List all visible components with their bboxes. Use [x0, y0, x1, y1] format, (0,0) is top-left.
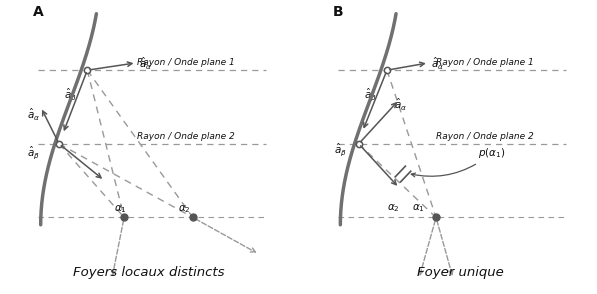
- Text: $\hat{a}_\alpha$: $\hat{a}_\alpha$: [395, 97, 408, 113]
- Text: A: A: [33, 5, 44, 19]
- Text: Foyer unique: Foyer unique: [417, 266, 504, 279]
- Text: $\alpha_1$: $\alpha_1$: [411, 202, 424, 214]
- Text: $\alpha_2$: $\alpha_2$: [178, 203, 191, 215]
- Text: Rayon / Onde plane 1: Rayon / Onde plane 1: [137, 58, 235, 67]
- Text: $\hat{a}_\beta$: $\hat{a}_\beta$: [334, 142, 347, 158]
- Text: $\hat{a}_\alpha$: $\hat{a}_\alpha$: [27, 107, 41, 123]
- Text: Foyers locaux distincts: Foyers locaux distincts: [73, 266, 224, 279]
- Text: $\alpha_1$: $\alpha_1$: [114, 203, 127, 215]
- Text: Rayon / Onde plane 2: Rayon / Onde plane 2: [137, 132, 235, 141]
- Text: $\hat{a}_\beta$: $\hat{a}_\beta$: [364, 86, 377, 103]
- Text: $\hat{a}_\beta$: $\hat{a}_\beta$: [64, 86, 77, 103]
- Text: Rayon / Onde plane 1: Rayon / Onde plane 1: [436, 58, 534, 67]
- Text: $\alpha_2$: $\alpha_2$: [387, 202, 399, 214]
- Text: $\hat{a}_\beta$: $\hat{a}_\beta$: [27, 144, 40, 161]
- Text: $\hat{a}_\alpha$: $\hat{a}_\alpha$: [431, 56, 444, 71]
- Text: $\hat{a}_\alpha$: $\hat{a}_\alpha$: [139, 56, 152, 71]
- Text: Rayon / Onde plane 2: Rayon / Onde plane 2: [436, 132, 534, 141]
- Text: B: B: [333, 5, 344, 19]
- Text: $p(\alpha_1)$: $p(\alpha_1)$: [411, 146, 505, 177]
